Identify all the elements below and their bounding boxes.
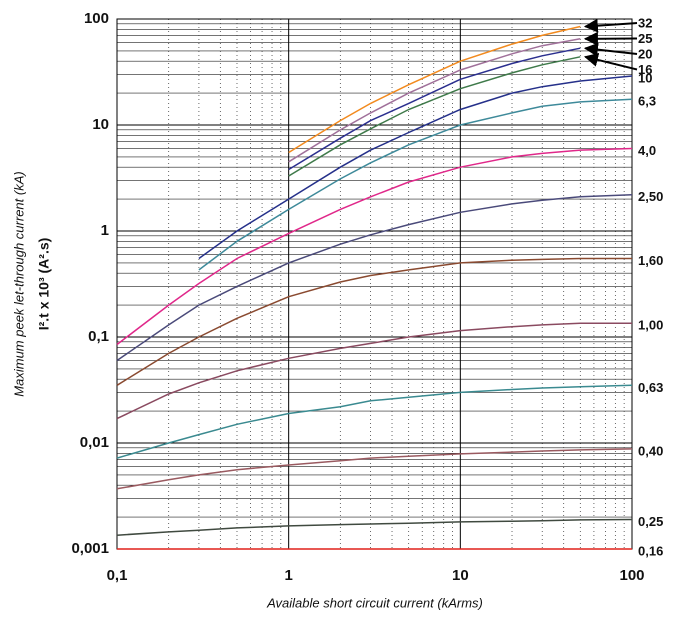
series-line xyxy=(117,259,632,386)
y-tick-label: 100 xyxy=(84,10,109,27)
series-label: 32 xyxy=(638,15,652,30)
plot-frame xyxy=(117,19,632,549)
series-label: 0,16 xyxy=(638,543,663,558)
y-tick-label: 0,01 xyxy=(80,434,109,451)
label-arrow xyxy=(585,23,637,26)
x-tick-label: 0,1 xyxy=(107,567,128,584)
series-label: 0,63 xyxy=(638,380,663,395)
series-line xyxy=(117,449,632,489)
series-label: 10 xyxy=(638,70,652,85)
series-line xyxy=(117,323,632,418)
y-tick-label: 0,001 xyxy=(71,540,109,557)
x-tick-label: 100 xyxy=(619,567,644,584)
series-line xyxy=(117,520,632,536)
x-tick-label: 10 xyxy=(452,567,469,584)
x-tick-label: 1 xyxy=(284,567,292,584)
series-label: 25 xyxy=(638,31,652,46)
x-axis-label: Available short circuit current (kArms) xyxy=(266,595,483,610)
series-label: 0,25 xyxy=(638,514,663,529)
series-line xyxy=(117,149,632,345)
y-axis-label: Maximum peek let-through current (kA) xyxy=(11,171,26,396)
series-label: 1,00 xyxy=(638,318,663,333)
series-line xyxy=(117,195,632,361)
series-label: 6,3 xyxy=(638,94,656,109)
label-arrow xyxy=(585,57,637,70)
series-line xyxy=(117,385,632,458)
series-label: 2,50 xyxy=(638,189,663,204)
y-tick-label: 1 xyxy=(101,222,109,239)
series-label: 0,40 xyxy=(638,443,663,458)
series-line xyxy=(289,27,581,153)
y-tick-label: 0,1 xyxy=(88,328,109,345)
series-label: 4,0 xyxy=(638,143,656,158)
series-label: 1,60 xyxy=(638,253,663,268)
y-tick-label: 10 xyxy=(92,116,109,133)
y-axis-label-2: I².t x 10³ (A².s) xyxy=(36,238,52,331)
series-label: 20 xyxy=(638,46,652,61)
